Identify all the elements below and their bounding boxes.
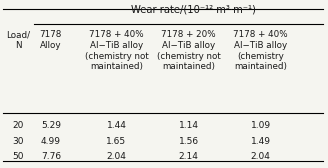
Text: 7.76: 7.76 [41,152,61,161]
Text: 1.14: 1.14 [179,121,198,130]
Text: 2.04: 2.04 [251,152,271,161]
Text: 5.29: 5.29 [41,121,61,130]
Text: Load/
N: Load/ N [6,30,30,50]
Text: 2.04: 2.04 [107,152,126,161]
Text: 7178
Alloy: 7178 Alloy [40,30,62,50]
Text: 7178 + 40%
Al−TiB alloy
(chemistry not
maintained): 7178 + 40% Al−TiB alloy (chemistry not m… [85,30,148,72]
Text: 20: 20 [12,121,24,130]
Text: 7178 + 20%
Al−TiB alloy
(chemistry not
maintained): 7178 + 20% Al−TiB alloy (chemistry not m… [157,30,220,72]
Text: 1.56: 1.56 [178,137,199,146]
Text: 1.49: 1.49 [251,137,271,146]
Text: 7178 + 40%
Al−TiB alloy
(chemistry
maintained): 7178 + 40% Al−TiB alloy (chemistry maint… [234,30,288,72]
Text: 1.65: 1.65 [106,137,127,146]
Text: 30: 30 [12,137,24,146]
Text: 2.14: 2.14 [179,152,198,161]
Text: 4.99: 4.99 [41,137,61,146]
Text: 1.09: 1.09 [251,121,271,130]
Text: 1.44: 1.44 [107,121,126,130]
Text: Wear rate/(10⁻¹² m³·m⁻¹): Wear rate/(10⁻¹² m³·m⁻¹) [131,4,256,14]
Text: 50: 50 [12,152,24,161]
